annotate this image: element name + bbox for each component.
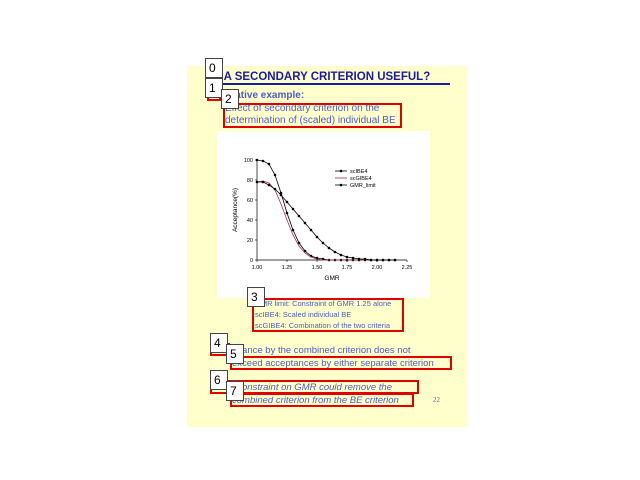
y-tick-label: 60 <box>247 198 253 204</box>
annotation-tag-4: 4 <box>210 333 228 353</box>
x-tick-label: 1.50 <box>312 265 323 271</box>
data-point-scIBE4 <box>261 159 265 163</box>
data-point-GMR_limit <box>363 257 367 261</box>
chart-panel: 1.00 1.25 1.50 1.75 2.00 2.25 0 20 40 60 80 100 GMR A… <box>217 131 430 298</box>
data-point-GMR_limit <box>351 256 355 260</box>
data-point-scIBE4 <box>297 241 301 245</box>
data-point-GMR_limit <box>339 253 343 257</box>
data-point-GMR_limit <box>285 200 289 204</box>
x-tick-label: 1.25 <box>282 265 293 271</box>
legend-label: GMR_limit <box>350 183 376 189</box>
data-point-GMR_limit <box>279 193 283 197</box>
subtitle: Illustrative example: <box>208 90 305 101</box>
data-point-GMR_limit <box>303 221 307 225</box>
data-point-scIBE4 <box>291 228 295 232</box>
data-point-GMR_limit <box>327 246 331 250</box>
x-tick-label: 1.00 <box>252 265 263 271</box>
highlight-box-3 <box>252 298 404 332</box>
series-line-scGIBE4 <box>256 180 395 261</box>
data-point-scIBE4 <box>267 162 271 166</box>
data-point-GMR_limit <box>291 207 295 211</box>
highlight-box-2 <box>223 103 402 128</box>
data-point-GMR_limit <box>387 258 391 262</box>
data-point-GMR_limit <box>273 187 277 191</box>
data-point-scIBE4 <box>279 191 283 195</box>
intro-line-1: Effect of secondary criterion on the <box>225 103 380 114</box>
annotation-tag-5: 5 <box>226 344 244 364</box>
data-point-GMR_limit <box>267 183 271 187</box>
annotation-tag-2: 2 <box>221 89 239 109</box>
y-tick-label: 80 <box>247 178 253 184</box>
data-point-GMR_limit <box>297 214 301 218</box>
note-scibe4: scIBE4: Scaled individual BE <box>255 310 352 319</box>
point1-line-2: exceed acceptances by either separate cr… <box>232 358 434 369</box>
legend-label: scGIBE4 <box>350 176 372 182</box>
highlight-box-5 <box>230 356 452 370</box>
data-point-GMR_limit <box>345 255 349 259</box>
data-point-GMR_limit <box>393 258 397 262</box>
x-tick-label: 2.00 <box>372 265 383 271</box>
highlight-box-7 <box>230 393 414 407</box>
x-tick-label: 1.75 <box>342 265 353 271</box>
x-tick-label: 2.25 <box>402 265 413 271</box>
data-point-scIBE4 <box>273 173 277 177</box>
note-scgibe4: scGIBE4: Combination of the two criteria <box>255 321 391 330</box>
data-point-GMR_limit <box>255 180 259 184</box>
point2-line-2: combined criterion from the BE criterion <box>232 395 399 406</box>
annotation-tag-6: 6 <box>210 370 228 390</box>
data-point-GMR_limit <box>321 241 325 245</box>
legend-marker <box>339 169 343 173</box>
data-point-GMR_limit <box>357 257 361 261</box>
data-point-scIBE4 <box>285 211 289 215</box>
y-tick-label: 100 <box>244 158 253 164</box>
data-point-GMR_limit <box>381 258 385 262</box>
data-point-GMR_limit <box>375 258 379 262</box>
series-line-GMR_limit <box>257 181 395 261</box>
annotation-tag-0: 0 <box>205 58 223 78</box>
annotation-tag-7: 7 <box>226 381 244 401</box>
point2-line-1: Strict constraint on GMR could remove th… <box>213 382 392 393</box>
data-point-scIBE4 <box>255 158 259 162</box>
data-point-GMR_limit <box>369 258 373 262</box>
y-tick-label: 0 <box>250 258 253 264</box>
page-number: 22 <box>433 396 440 404</box>
data-point-GMR_limit <box>315 235 319 239</box>
data-point-GMR_limit <box>309 228 313 232</box>
y-tick-label: 20 <box>247 238 253 244</box>
x-axis-label: GMR <box>324 275 339 282</box>
y-axis-label: Acceptance(%) <box>232 188 239 232</box>
data-point-GMR_limit <box>333 250 337 254</box>
annotation-tag-3: 3 <box>247 287 265 307</box>
point1-line-1: Acceptance by the combined criterion doe… <box>213 345 411 356</box>
data-point-GMR_limit <box>261 180 265 184</box>
acceptance-chart: 1.00 1.25 1.50 1.75 2.00 2.25 0 20 40 60 80 100 GMR A… <box>232 158 413 282</box>
y-tick-label: 40 <box>247 218 253 224</box>
legend-marker <box>339 183 343 187</box>
note-gmr-limit: GMR limit: Constraint of GMR 1.25 alone <box>255 299 392 308</box>
intro-line-2: determination of (scaled) individual BE <box>225 115 396 126</box>
slide-title: IS A SECONDARY CRITERION USEFUL? <box>210 71 450 85</box>
legend-label: scIBE4 <box>350 169 367 175</box>
annotation-tag-1: 1 <box>205 78 223 98</box>
